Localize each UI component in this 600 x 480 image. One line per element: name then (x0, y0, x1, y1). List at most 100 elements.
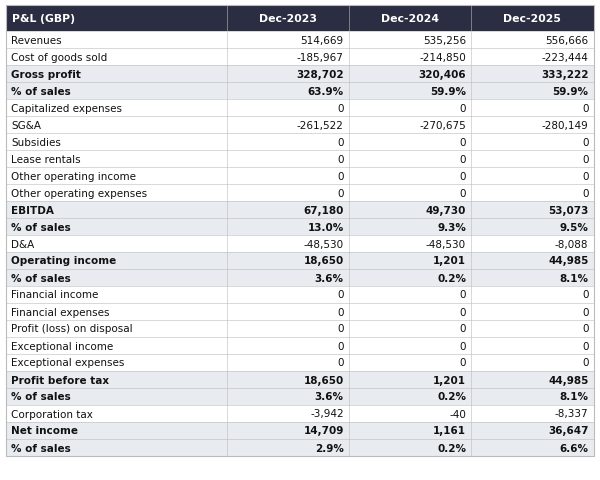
Text: 0: 0 (337, 358, 344, 368)
Text: Dec-2024: Dec-2024 (381, 14, 439, 24)
Text: 0: 0 (582, 188, 589, 198)
Bar (6, 405, 594, 422)
Text: -261,522: -261,522 (297, 120, 344, 130)
Bar (6, 320, 594, 337)
Bar (6, 354, 594, 371)
Text: 0.2%: 0.2% (437, 392, 466, 402)
Text: 0: 0 (460, 103, 466, 113)
Text: Revenues: Revenues (11, 36, 62, 46)
Text: % of sales: % of sales (11, 273, 71, 283)
Text: Exceptional income: Exceptional income (11, 341, 113, 351)
Text: 36,647: 36,647 (548, 426, 589, 435)
Text: -40: -40 (449, 408, 466, 419)
Text: Profit (loss) on disposal: Profit (loss) on disposal (11, 324, 133, 334)
Text: -8,337: -8,337 (555, 408, 589, 419)
Text: % of sales: % of sales (11, 443, 71, 453)
Text: 0: 0 (337, 307, 344, 317)
Bar (6, 269, 594, 287)
Text: 0: 0 (460, 358, 466, 368)
Text: 514,669: 514,669 (301, 36, 344, 46)
Text: 49,730: 49,730 (426, 205, 466, 215)
Text: Subsidies: Subsidies (11, 137, 61, 147)
Text: Operating income: Operating income (11, 256, 116, 266)
Bar (6, 371, 594, 388)
Bar (6, 388, 594, 405)
Text: % of sales: % of sales (11, 86, 71, 96)
Text: SG&A: SG&A (11, 120, 41, 130)
Text: -280,149: -280,149 (542, 120, 589, 130)
Text: 0: 0 (460, 188, 466, 198)
Text: 1,201: 1,201 (433, 375, 466, 384)
Bar (6, 287, 594, 303)
Bar (6, 337, 594, 354)
Bar (6, 252, 594, 269)
Text: 59.9%: 59.9% (430, 86, 466, 96)
Text: 59.9%: 59.9% (553, 86, 589, 96)
Text: 0: 0 (582, 137, 589, 147)
Text: 9.5%: 9.5% (560, 222, 589, 232)
Text: 0: 0 (582, 358, 589, 368)
Text: 3.6%: 3.6% (315, 392, 344, 402)
Text: 0: 0 (582, 341, 589, 351)
Text: Corporation tax: Corporation tax (11, 408, 93, 419)
Text: 0: 0 (337, 171, 344, 181)
Text: 0: 0 (582, 171, 589, 181)
Text: 0: 0 (582, 307, 589, 317)
Text: 8.1%: 8.1% (559, 273, 589, 283)
Bar (6, 83, 594, 100)
Bar (6, 134, 594, 151)
Text: 0: 0 (460, 307, 466, 317)
Text: 0: 0 (460, 137, 466, 147)
Text: Lease rentals: Lease rentals (11, 154, 80, 164)
Text: 0: 0 (460, 341, 466, 351)
Text: 63.9%: 63.9% (308, 86, 344, 96)
Text: -3,942: -3,942 (310, 408, 344, 419)
Text: -214,850: -214,850 (419, 52, 466, 62)
Text: 0: 0 (582, 324, 589, 334)
Text: 14,709: 14,709 (304, 426, 344, 435)
Bar (6, 185, 594, 202)
Text: -185,967: -185,967 (297, 52, 344, 62)
Text: 0: 0 (337, 188, 344, 198)
Text: 3.6%: 3.6% (315, 273, 344, 283)
Text: 0: 0 (337, 290, 344, 300)
Bar (6, 422, 594, 439)
Text: 0: 0 (582, 290, 589, 300)
Text: Dec-2025: Dec-2025 (503, 14, 561, 24)
Text: Net income: Net income (11, 426, 78, 435)
Text: -8,088: -8,088 (555, 239, 589, 249)
Text: % of sales: % of sales (11, 222, 71, 232)
Bar (6, 236, 594, 252)
Text: EBITDA: EBITDA (11, 205, 54, 215)
Text: 0: 0 (460, 171, 466, 181)
Text: Gross profit: Gross profit (11, 69, 81, 79)
Text: 0: 0 (460, 290, 466, 300)
Bar (6, 218, 594, 236)
Bar (6, 117, 594, 134)
Text: 44,985: 44,985 (548, 256, 589, 266)
Text: 6.6%: 6.6% (559, 443, 589, 453)
Text: 0.2%: 0.2% (437, 273, 466, 283)
Text: Cost of goods sold: Cost of goods sold (11, 52, 107, 62)
Text: 0: 0 (337, 103, 344, 113)
Text: 9.3%: 9.3% (437, 222, 466, 232)
Bar (6, 6, 594, 32)
Text: 0: 0 (460, 154, 466, 164)
Text: 328,702: 328,702 (296, 69, 344, 79)
Text: 0: 0 (337, 137, 344, 147)
Bar (6, 439, 594, 456)
Bar (6, 32, 594, 49)
Text: 0: 0 (337, 154, 344, 164)
Text: Financial income: Financial income (11, 290, 98, 300)
Text: 18,650: 18,650 (304, 375, 344, 384)
Text: 2.9%: 2.9% (315, 443, 344, 453)
Text: -223,444: -223,444 (542, 52, 589, 62)
Text: Dec-2023: Dec-2023 (259, 14, 317, 24)
Text: Exceptional expenses: Exceptional expenses (11, 358, 124, 368)
Text: 556,666: 556,666 (545, 36, 589, 46)
Text: 0: 0 (582, 103, 589, 113)
Text: D&A: D&A (11, 239, 34, 249)
Bar (6, 100, 594, 117)
Text: 67,180: 67,180 (304, 205, 344, 215)
Bar (6, 151, 594, 168)
